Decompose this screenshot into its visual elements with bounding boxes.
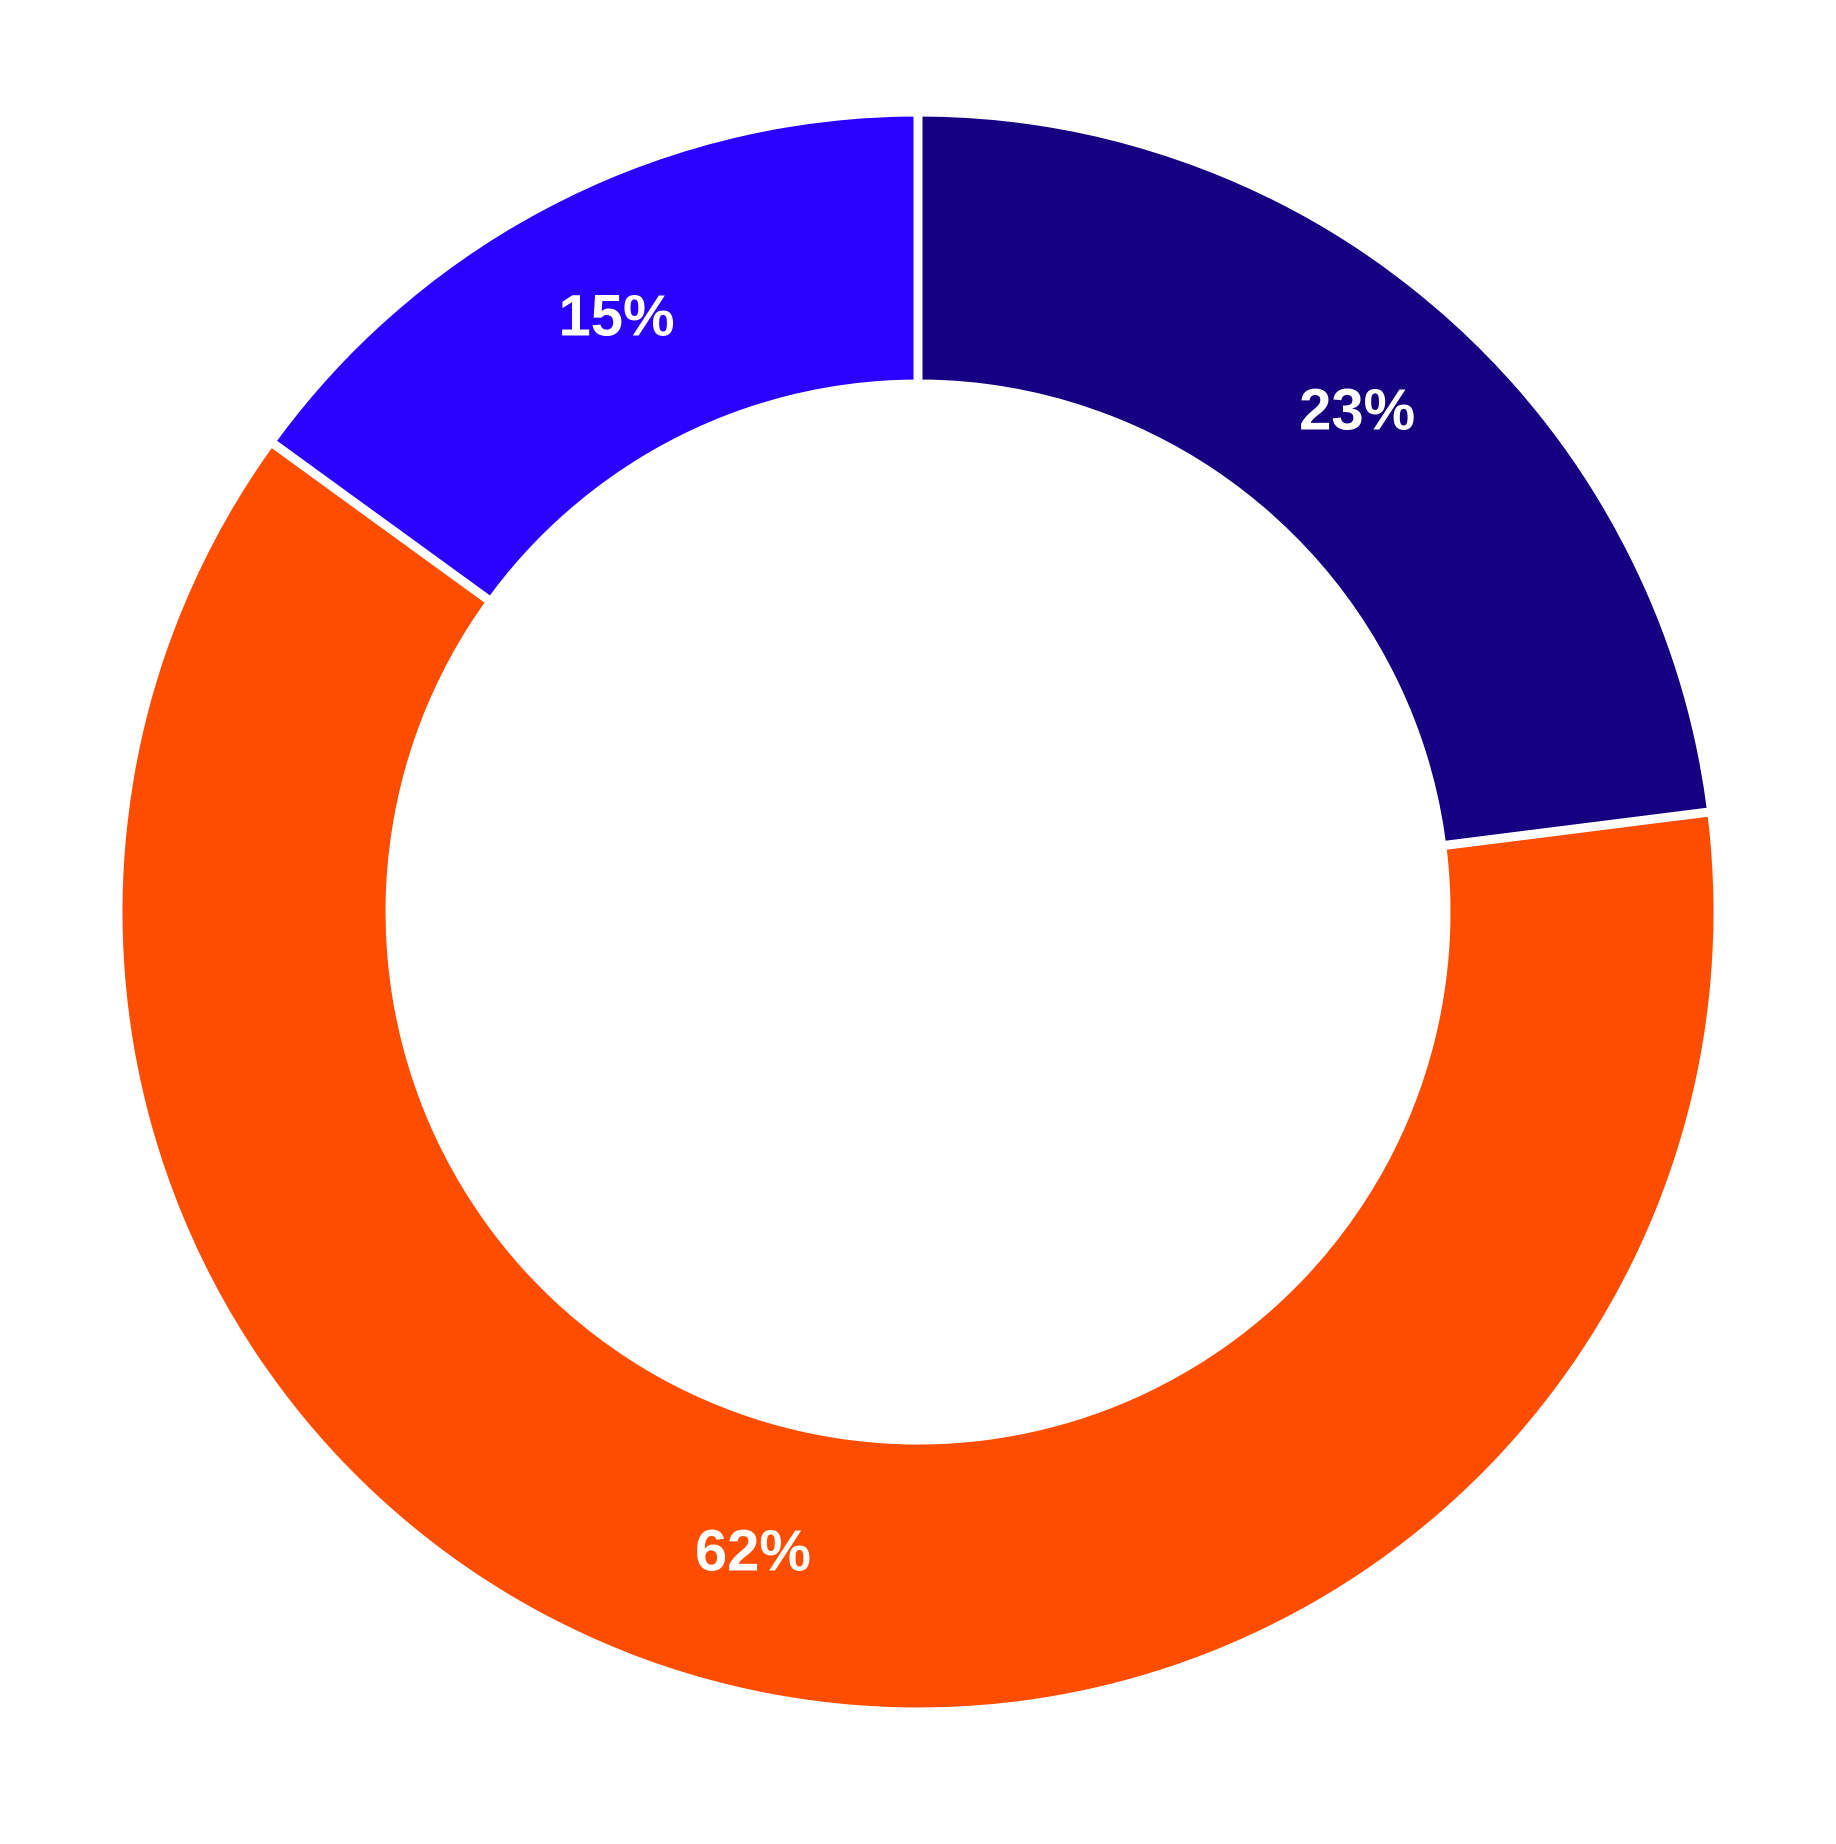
data-label: 23% <box>1299 377 1415 442</box>
data-label: 15% <box>559 284 675 349</box>
donut-segment <box>113 435 1723 1717</box>
donut-segment <box>913 107 1717 851</box>
data-label: 62% <box>695 1518 811 1583</box>
donut-segment <box>264 107 923 608</box>
